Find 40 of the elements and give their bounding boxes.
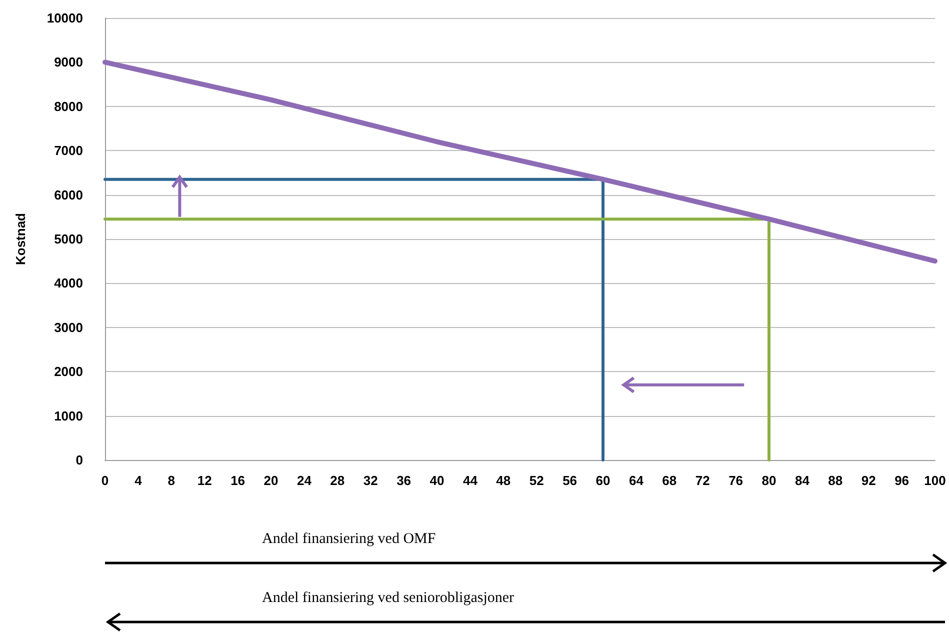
x-tick-label: 68 bbox=[662, 473, 677, 488]
x-tick-label: 76 bbox=[728, 473, 744, 488]
x-tick-label: 52 bbox=[529, 473, 544, 488]
x-tick-label: 100 bbox=[924, 473, 946, 488]
x-tick-label: 24 bbox=[296, 473, 312, 488]
x-tick-label: 84 bbox=[794, 473, 810, 488]
x-tick-label: 32 bbox=[363, 473, 378, 488]
x-tick-label: 12 bbox=[197, 473, 212, 488]
x-tick-label: 8 bbox=[168, 473, 176, 488]
x-tick-label: 28 bbox=[330, 473, 345, 488]
x-tick-label: 96 bbox=[894, 473, 910, 488]
y-axis-title: Kostnad bbox=[13, 212, 28, 265]
x-tick-label: 80 bbox=[762, 473, 776, 488]
y-tick-label: 6000 bbox=[54, 187, 83, 202]
x-tick-label: 56 bbox=[562, 473, 578, 488]
x-tick-label: 88 bbox=[828, 473, 843, 488]
x-tick-label: 60 bbox=[596, 473, 610, 488]
y-tick-label: 7000 bbox=[54, 143, 83, 158]
y-tick-label: 3000 bbox=[54, 320, 83, 335]
y-tick-label: 2000 bbox=[54, 364, 83, 380]
y-tick-label: 5000 bbox=[54, 232, 83, 246]
x-tick-label: 20 bbox=[264, 473, 278, 488]
x-tick-label: 40 bbox=[430, 473, 444, 488]
x-tick-label: 92 bbox=[861, 473, 876, 488]
x-tick-label: 16 bbox=[230, 473, 246, 488]
x-tick-label: 72 bbox=[695, 473, 710, 488]
y-tick-label: 8000 bbox=[54, 98, 83, 114]
x-tick-label: 48 bbox=[496, 473, 511, 488]
y-tick-label: 9000 bbox=[54, 54, 83, 70]
x-tick-label: 36 bbox=[396, 473, 412, 488]
text: Andel finansiering ved seniorobligasjoner bbox=[262, 590, 514, 607]
y-tick-label: 1000 bbox=[54, 408, 83, 424]
x-tick-label: 64 bbox=[628, 473, 644, 488]
text: Andel finansiering ved OMF bbox=[262, 531, 436, 548]
x-tick-label: 4 bbox=[134, 473, 143, 488]
y-tick-label: 10000 bbox=[46, 10, 83, 26]
y-tick-label: 4000 bbox=[54, 276, 83, 291]
x-tick-label: 44 bbox=[462, 473, 478, 488]
y-tick-label: 0 bbox=[76, 452, 83, 468]
x-tick-label: 0 bbox=[101, 473, 109, 488]
